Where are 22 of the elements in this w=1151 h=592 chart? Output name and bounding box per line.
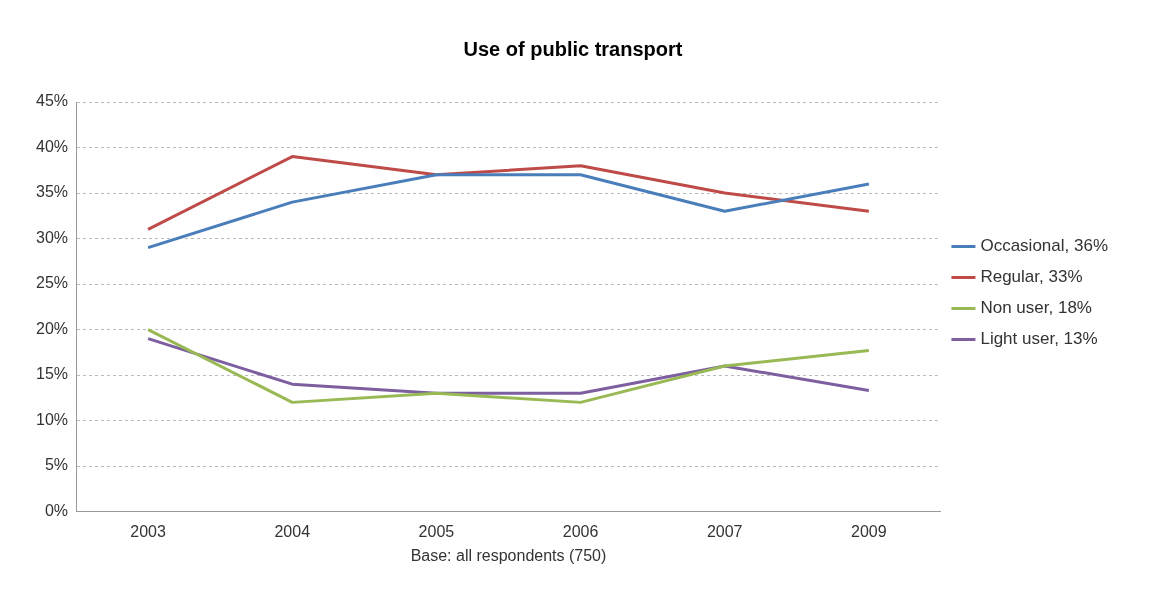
y-tick-label: 10%	[35, 410, 69, 428]
y-tick-label: 40%	[35, 137, 69, 155]
chart-title: Use of public transport	[463, 37, 683, 60]
y-tick-label: 0%	[44, 502, 69, 520]
x-axis-title: Base: all respondents (750)	[410, 546, 607, 564]
y-tick-label: 25%	[35, 274, 69, 292]
x-tick-label: 2007	[706, 522, 743, 540]
legend-label: Regular, 33%	[980, 267, 1083, 287]
y-tick-label: 45%	[35, 92, 69, 110]
y-tick-label: 35%	[35, 183, 69, 201]
x-tick-label: 2005	[418, 522, 455, 540]
y-tick-label: 15%	[35, 365, 69, 383]
x-tick-label: 2004	[274, 522, 311, 540]
x-tick-label: 2003	[130, 522, 166, 540]
y-tick-label: 20%	[35, 319, 69, 337]
y-tick-label: 5%	[44, 456, 69, 474]
x-tick-label: 2009	[851, 522, 887, 540]
legend-label: Non user, 18%	[980, 298, 1092, 318]
x-tick-label: 2006	[562, 522, 599, 540]
legend-label: Occasional, 36%	[980, 236, 1109, 256]
legend-label: Light user, 13%	[980, 329, 1098, 349]
y-tick-label: 30%	[35, 228, 69, 246]
